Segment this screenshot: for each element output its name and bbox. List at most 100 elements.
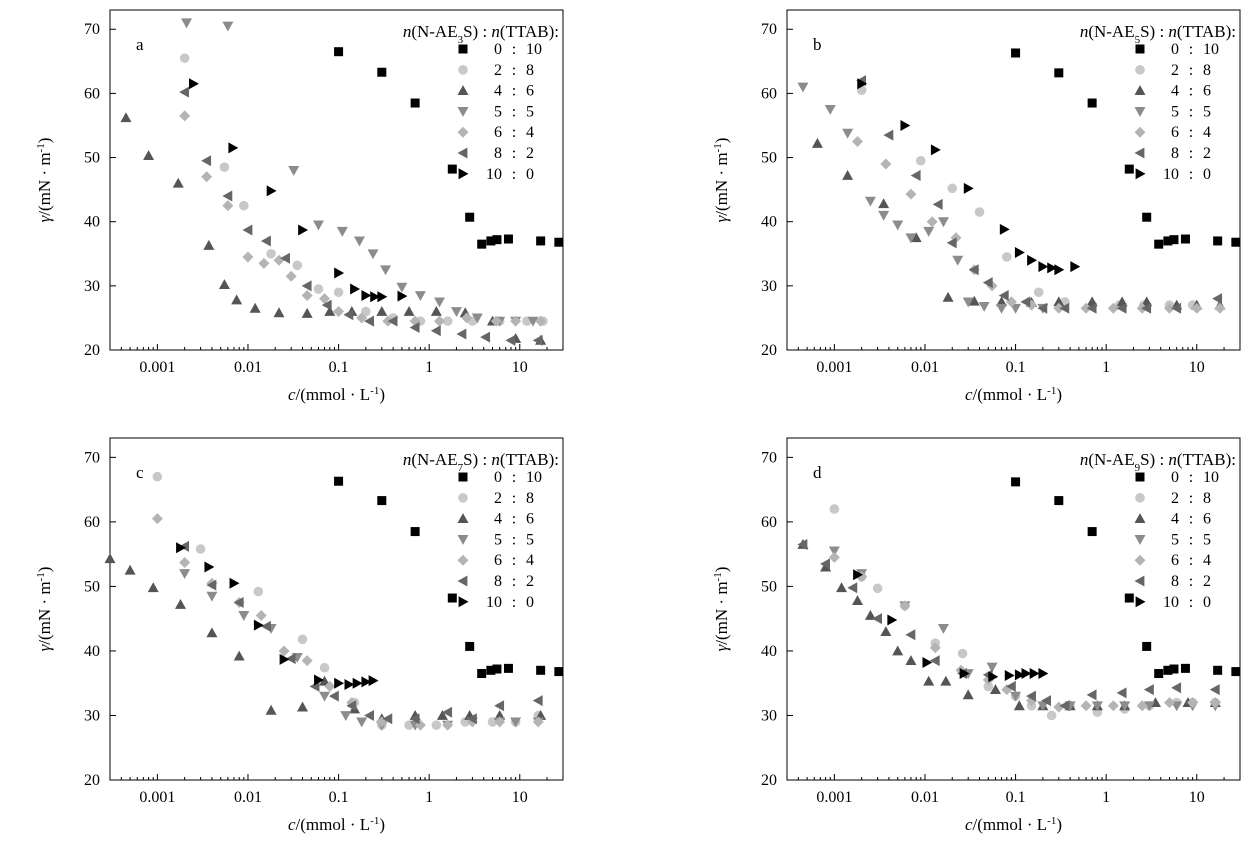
data-point: [1013, 700, 1025, 711]
legend-colon: :: [1189, 124, 1193, 141]
data-point: [494, 716, 506, 728]
data-point: [266, 248, 276, 259]
data-point: [878, 198, 890, 209]
data-point: [336, 226, 348, 237]
legend-colon: :: [1189, 41, 1193, 58]
data-point: [450, 307, 462, 318]
data-point: [324, 680, 336, 692]
legend-label: 0: [1171, 469, 1179, 486]
data-point: [403, 306, 415, 316]
series-6: [853, 569, 1049, 683]
legend-marker: [458, 472, 468, 482]
data-point: [922, 657, 933, 669]
y-axis-label-unit: /(mN · m: [35, 581, 54, 644]
legend-marker: [458, 493, 468, 503]
data-point: [124, 564, 136, 575]
data-point: [1026, 690, 1036, 702]
data-point: [1171, 682, 1182, 694]
data-point: [206, 579, 217, 591]
data-point: [334, 47, 344, 57]
data-point: [1037, 701, 1049, 712]
legend-label: 6: [1171, 552, 1179, 569]
data-point: [447, 164, 457, 174]
data-point: [1169, 664, 1179, 674]
x-tick-label: 0.001: [139, 789, 175, 806]
legend-label: 8: [1171, 573, 1179, 590]
y-tick-label: 40: [761, 214, 777, 231]
data-point: [239, 200, 249, 211]
data-point: [554, 667, 564, 677]
data-point: [433, 297, 445, 308]
data-point: [1180, 663, 1190, 673]
y-axis-label: γ/(mN · m-1): [712, 567, 731, 652]
x-tick-label: 0.1: [1006, 789, 1026, 806]
data-point: [301, 655, 313, 667]
data-point: [535, 315, 547, 327]
data-point: [278, 645, 290, 657]
data-point: [364, 315, 374, 327]
data-point: [554, 237, 564, 247]
data-point: [492, 235, 502, 245]
x-axis-label-sup: -1: [370, 815, 379, 827]
legend-label: 5: [494, 531, 502, 548]
data-point: [797, 538, 808, 550]
data-point: [195, 544, 206, 554]
data-point: [899, 600, 911, 612]
y-axis-label-sup: -1: [712, 143, 724, 152]
legend-entry: 10:0: [1135, 594, 1211, 611]
legend-label: 8: [494, 573, 502, 590]
data-point: [864, 196, 876, 207]
data-point: [361, 306, 371, 317]
legend-marker: [458, 168, 469, 180]
data-point: [324, 306, 336, 316]
data-point: [527, 316, 539, 327]
data-point: [430, 325, 441, 337]
x-axis-label-var: c: [288, 385, 296, 404]
legend-marker: [457, 554, 469, 566]
legend-marker: [457, 147, 468, 159]
data-point: [319, 691, 331, 702]
data-point: [962, 297, 974, 308]
y-tick-label: 50: [84, 578, 100, 595]
data-point: [1010, 303, 1022, 314]
y-axis-label-unit: /(mN · m: [712, 581, 731, 644]
data-point: [820, 558, 830, 570]
x-tick-label: 0.001: [816, 789, 852, 806]
data-point: [228, 142, 239, 154]
data-point: [957, 648, 968, 659]
legend-entry: 6:4: [1134, 124, 1211, 141]
y-axis-label-close: ): [35, 567, 54, 573]
data-point: [1209, 684, 1220, 696]
data-point: [853, 569, 864, 581]
legend-label: 5: [494, 103, 502, 120]
data-point: [368, 675, 379, 687]
legend-colon: :: [512, 83, 516, 100]
data-point: [1191, 302, 1203, 314]
data-point: [932, 198, 943, 210]
data-point: [218, 279, 230, 289]
data-point: [179, 540, 190, 552]
legend-entry: 10:0: [458, 594, 534, 611]
data-point: [1086, 689, 1097, 701]
x-axis-label-sup: -1: [370, 385, 379, 397]
data-point: [204, 561, 215, 573]
legend-colon: :: [512, 573, 516, 590]
data-point: [1124, 164, 1134, 174]
data-point: [249, 302, 261, 313]
data-point: [486, 665, 496, 675]
legend-entry: 6:4: [457, 552, 534, 569]
data-point: [1119, 701, 1131, 712]
legend-label: 8: [1171, 145, 1179, 162]
data-point: [1163, 697, 1175, 709]
data-point: [409, 713, 420, 725]
legend-label: 2: [1171, 490, 1179, 507]
data-point: [996, 296, 1008, 307]
data-point: [1171, 701, 1183, 712]
x-axis-label-var: c: [288, 815, 296, 834]
data-point: [1021, 668, 1032, 680]
data-point: [1038, 261, 1049, 273]
legend-entry: 0:10: [1135, 469, 1219, 486]
y-tick-label: 20: [84, 772, 100, 789]
data-point: [442, 719, 454, 731]
